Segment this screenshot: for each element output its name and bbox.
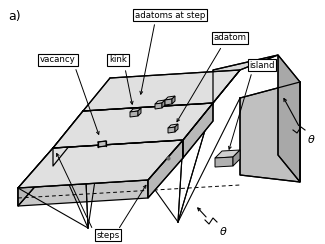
Polygon shape bbox=[215, 150, 240, 158]
Text: θ: θ bbox=[308, 135, 315, 145]
Polygon shape bbox=[130, 111, 138, 117]
Text: kink: kink bbox=[109, 55, 127, 64]
Polygon shape bbox=[130, 108, 141, 112]
Polygon shape bbox=[168, 127, 175, 133]
Polygon shape bbox=[148, 140, 183, 198]
Text: adatom: adatom bbox=[214, 33, 246, 42]
Text: θ: θ bbox=[220, 227, 227, 237]
Text: a): a) bbox=[8, 10, 20, 23]
Polygon shape bbox=[240, 82, 300, 182]
Polygon shape bbox=[155, 103, 162, 109]
Text: island: island bbox=[249, 61, 275, 70]
Text: adatoms at step: adatoms at step bbox=[135, 10, 205, 20]
Polygon shape bbox=[233, 150, 240, 166]
Polygon shape bbox=[18, 148, 53, 206]
Polygon shape bbox=[165, 96, 175, 100]
Polygon shape bbox=[18, 140, 183, 188]
Polygon shape bbox=[175, 124, 178, 132]
Polygon shape bbox=[183, 103, 213, 158]
Polygon shape bbox=[18, 180, 148, 206]
Polygon shape bbox=[162, 100, 165, 108]
Polygon shape bbox=[83, 70, 240, 111]
Text: steps: steps bbox=[97, 231, 120, 240]
Polygon shape bbox=[53, 103, 213, 148]
Polygon shape bbox=[278, 55, 300, 182]
Polygon shape bbox=[172, 96, 175, 104]
Polygon shape bbox=[98, 141, 106, 147]
Polygon shape bbox=[213, 55, 278, 103]
Polygon shape bbox=[53, 111, 83, 166]
Polygon shape bbox=[168, 124, 178, 128]
Polygon shape bbox=[138, 108, 141, 116]
Polygon shape bbox=[165, 99, 172, 105]
Polygon shape bbox=[215, 157, 233, 167]
Text: vacancy: vacancy bbox=[40, 55, 76, 64]
Polygon shape bbox=[155, 100, 165, 104]
